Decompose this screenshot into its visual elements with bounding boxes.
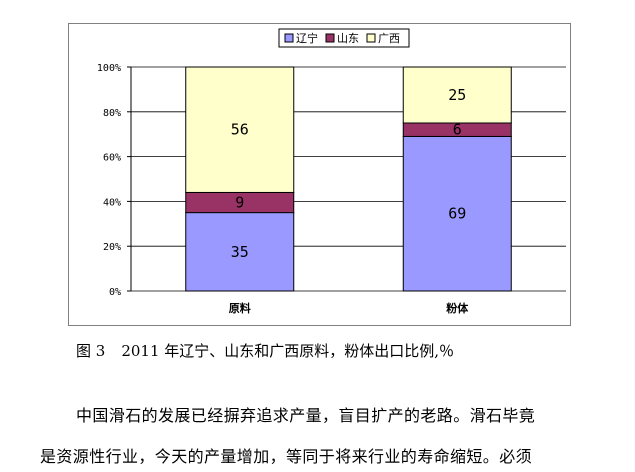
data-label: 35 bbox=[231, 243, 249, 261]
figure-caption-text: 2011 年辽宁、山东和广西原料，粉体出口比例,％ bbox=[121, 342, 455, 360]
data-label: 6 bbox=[453, 121, 462, 139]
data-label: 9 bbox=[235, 194, 244, 212]
data-label: 69 bbox=[448, 205, 466, 223]
figure-number: 图 3 bbox=[76, 342, 106, 360]
legend-label: 山东 bbox=[337, 32, 359, 45]
legend-swatch bbox=[284, 33, 294, 43]
body-paragraph-line: 是资源性行业，今天的产量增加，等同于将来行业的寿命缩短。必须 bbox=[40, 447, 533, 466]
bar-segment bbox=[402, 66, 512, 124]
legend-swatch bbox=[366, 33, 376, 43]
legend-label: 广西 bbox=[378, 32, 400, 45]
y-tick-label: 0% bbox=[109, 287, 121, 298]
bar-segment bbox=[402, 135, 512, 292]
legend-box bbox=[278, 28, 410, 48]
y-tick-label: 60% bbox=[103, 153, 121, 164]
y-tick-label: 100% bbox=[97, 63, 121, 74]
y-tick-label: 80% bbox=[103, 108, 121, 119]
data-label: 56 bbox=[231, 121, 249, 139]
x-category-label: 粉体 bbox=[446, 301, 469, 315]
y-tick-label: 20% bbox=[103, 242, 121, 253]
legend-label: 辽宁 bbox=[296, 31, 318, 45]
y-tick-label: 40% bbox=[103, 197, 121, 208]
data-label: 25 bbox=[448, 86, 466, 104]
body-paragraph-line: 中国滑石的发展已经摒弃追求产量，盲目扩产的老路。滑石毕竟 bbox=[76, 406, 536, 425]
bar-segment bbox=[185, 212, 295, 292]
figure-caption: 图 3 2011 年辽宁、山东和广西原料，粉体出口比例,％ bbox=[76, 340, 454, 361]
bar-segment bbox=[185, 66, 295, 193]
chart-frame: 0% 20% 40% 60% 80% 100% 35 9 56 原料 69 6 25 粉体 辽宁 山东 广西 bbox=[68, 23, 571, 326]
stacked-bar-chart: 0% 20% 40% 60% 80% 100% 35 9 56 原料 69 6 25 粉体 辽宁 山东 广西 bbox=[97, 28, 566, 315]
x-category-label: 原料 bbox=[229, 301, 251, 315]
legend-swatch bbox=[325, 33, 335, 43]
